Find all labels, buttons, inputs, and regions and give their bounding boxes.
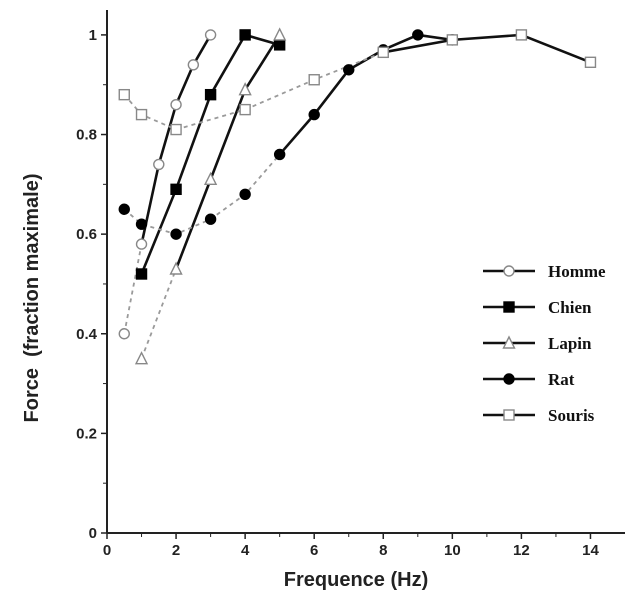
legend: Homme Chien Lapin Rat Souris [483,262,606,425]
x-tick-label: 14 [582,542,599,559]
y-tick-label: 0.4 [76,326,98,343]
series-rat-point [135,218,148,230]
series-chien-point [204,88,217,101]
series-homme-point [135,238,148,250]
series-lapin-dashed-line [140,268,177,359]
series-rat-point [118,203,130,215]
y-tick-label: 0.2 [76,425,97,442]
legend-homme-label: Homme [548,262,606,281]
plot-markers [118,27,597,365]
series-lapin-point [238,82,252,96]
series-souris-point [515,29,528,41]
series-lapin-point [273,27,287,41]
x-axis-title: Frequence (Hz) [284,569,428,591]
series-rat-point [273,148,286,161]
series-chien-point [135,268,148,280]
series-homme-dashed-line [123,243,143,334]
series-rat-point [412,29,424,41]
series-souris-point [377,46,389,59]
series-souris-line [383,33,591,64]
series-lapin-point [134,351,149,365]
series-souris-dashed-line [123,51,384,131]
x-tick-label: 10 [444,542,461,559]
series-souris-point [308,74,320,86]
series-lapin-line [174,34,281,270]
ticks: 0 2 4 6 8 10 12 14 0 0.2 0.4 0.6 0.8 1 [76,27,599,559]
y-axis-title: Force (fraction maximale) [21,174,43,423]
series-souris-point [584,56,597,68]
legend-lapin-marker [502,335,516,349]
series-rat-point [204,213,217,225]
series-chien-point [239,29,251,41]
y-tick-label: 0.8 [76,127,97,144]
series-homme-point [187,59,200,71]
legend-rat-label: Rat [548,370,575,389]
x-tick-label: 6 [310,542,318,559]
series-souris-point [170,123,182,136]
series-homme-point [170,98,182,111]
series-souris-point [135,108,148,121]
x-tick-label: 0 [103,542,111,559]
y-tick-label: 0.6 [76,226,97,243]
x-tick-label: 8 [379,542,387,559]
series-homme-point [204,29,217,41]
series-homme-line [140,34,212,245]
series-chien-point [273,39,286,51]
legend-homme-marker [503,265,515,277]
series-souris-point [239,103,251,116]
series-homme-point [153,158,165,171]
legend-souris-marker [503,409,515,421]
x-tick-label: 4 [241,542,250,559]
series-rat-point [170,228,182,240]
legend-souris-label: Souris [548,406,595,425]
series-souris-point [446,34,459,46]
legend-lapin-label: Lapin [548,334,592,353]
series-rat-line [278,33,453,156]
y-tick-label: 0 [89,525,97,542]
series-homme-point [118,328,130,340]
x-tick-label: 12 [513,542,530,559]
series-lapin-point [169,261,183,275]
series-rat-point [308,108,320,121]
x-tick-label: 2 [172,542,180,559]
legend-chien-marker [503,301,515,313]
axes [106,10,625,534]
y-tick-label: 1 [89,27,97,44]
legend-rat-marker [503,373,515,385]
series-rat-point [239,188,251,200]
legend-chien-label: Chien [548,298,592,317]
series-souris-point [118,88,130,101]
series-chien-point [170,183,182,196]
plot-lines [123,33,591,359]
series-lapin-point [203,171,218,186]
series-rat-point [343,64,355,76]
